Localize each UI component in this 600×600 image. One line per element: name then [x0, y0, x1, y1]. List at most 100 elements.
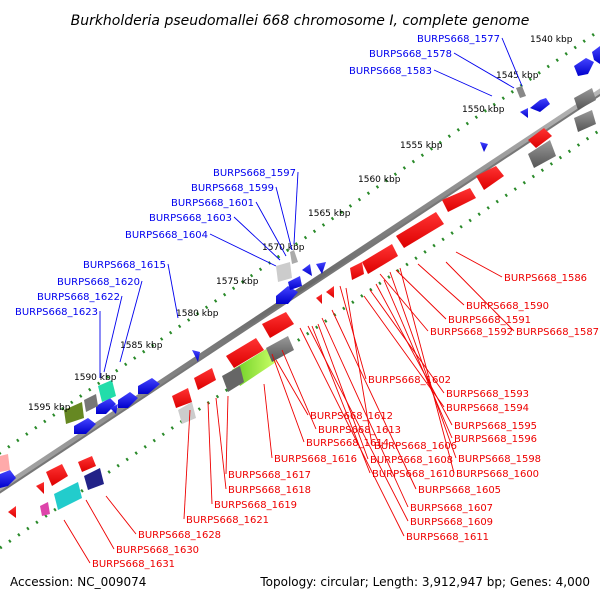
gene-callouts: BURPS668_1577 BURPS668_1578 BURPS668_1583 B… [15, 34, 599, 570]
red-gene-label[interactable]: BURPS668_1607 [410, 503, 493, 514]
blue-gene-label[interactable]: BURPS668_1620 [57, 277, 140, 288]
gene-arrow [288, 276, 302, 290]
blue-gene-label[interactable]: BURPS668_1622 [37, 292, 120, 303]
red-gene-label[interactable]: BURPS668_1618 [228, 485, 311, 496]
red-gene-label[interactable]: BURPS668_1605 [418, 485, 501, 496]
gene-arrow [194, 368, 216, 390]
red-callout-line [63, 519, 91, 564]
gene-block-grey [528, 140, 556, 168]
gene-block-lime [232, 348, 276, 386]
red-gene-label[interactable]: BURPS668_1602 [368, 375, 451, 386]
red-gene-label[interactable]: BURPS668_1616 [274, 454, 357, 465]
red-gene-label[interactable]: BURPS668_1596 [454, 434, 537, 445]
red-gene-label[interactable]: BURPS668_1630 [116, 545, 199, 556]
red-callout-line [275, 359, 309, 416]
blue-gene-label[interactable]: BURPS668_1604 [125, 230, 208, 241]
red-callout-line [307, 325, 409, 522]
red-gene-label[interactable]: BURPS668_1611 [406, 532, 489, 543]
red-callout-line [85, 499, 115, 550]
scale-label: 1595 kbp [28, 403, 71, 413]
blue-gene-label[interactable]: BURPS668_1599 [191, 183, 274, 194]
red-gene-label[interactable]: BURPS668_1610 [372, 469, 455, 480]
red-callout-line [215, 397, 227, 490]
blue-gene-label[interactable]: BURPS668_1577 [417, 34, 500, 45]
red-gene-label[interactable]: BURPS668_1600 [456, 469, 539, 480]
red-gene-label[interactable]: BURPS668_1598 [458, 454, 541, 465]
blue-gene-label[interactable]: BURPS668_1615 [83, 260, 166, 271]
gene-arrow [192, 350, 200, 362]
gene-arrow [528, 128, 552, 148]
blue-gene-label[interactable]: BURPS668_1603 [149, 213, 232, 224]
red-callout-line [395, 269, 447, 320]
scale-label: 1560 kbp [358, 175, 401, 185]
red-callout-line [331, 309, 417, 490]
blue-gene-label[interactable]: BURPS668_1583 [349, 66, 432, 77]
red-callout-line [379, 273, 429, 332]
gene-block-pink [0, 454, 10, 472]
red-gene-label[interactable]: BURPS668_1621 [186, 515, 269, 526]
gene-arrow [476, 166, 504, 190]
red-callout-line [417, 263, 465, 306]
blue-gene-label[interactable]: BURPS668_1623 [15, 307, 98, 318]
chromosome-backbone-shade [0, 93, 600, 494]
gene-block-grey [574, 110, 596, 132]
gene-block-grey [516, 86, 526, 98]
red-gene-label[interactable]: BURPS668_1613 [318, 425, 401, 436]
gene-arrow [46, 464, 68, 486]
red-gene-label[interactable]: BURPS668_1612 [310, 411, 393, 422]
red-callout-line [225, 395, 229, 475]
gene-arrow [530, 98, 550, 112]
gene-arrow [592, 46, 600, 64]
gene-arrow [326, 286, 334, 298]
red-gene-label[interactable]: BURPS668_1628 [138, 530, 221, 541]
gene-arrow [350, 262, 364, 280]
red-callout-line [455, 251, 503, 278]
gene-arrow [74, 418, 96, 434]
blue-callout-line [255, 201, 287, 257]
blue-gene-label[interactable]: BURPS668_1601 [171, 198, 254, 209]
blue-callout-line [453, 52, 515, 89]
red-gene-label[interactable]: BURPS668_1619 [214, 500, 297, 511]
red-gene-label[interactable]: BURPS668_1591 [448, 315, 531, 326]
red-callout-line [399, 267, 455, 474]
blue-gene-label[interactable]: BURPS668_1578 [369, 49, 452, 60]
red-gene-label[interactable]: BURPS668_1608 [370, 455, 453, 466]
forward-strand-genes [0, 46, 600, 488]
red-gene-label[interactable]: BURPS668_1617 [228, 470, 311, 481]
red-callout-line [317, 323, 369, 460]
gene-block-navy [84, 468, 104, 490]
gene-arrow [480, 142, 488, 152]
gene-block-grey [178, 402, 196, 424]
red-callout-line [183, 409, 191, 520]
red-gene-label[interactable]: BURPS668_1594 [446, 403, 529, 414]
gene-arrow [226, 338, 264, 368]
blue-callout-line [119, 280, 143, 363]
red-gene-label[interactable]: BURPS668_1590 [466, 301, 549, 312]
gene-arrow [96, 398, 116, 414]
scale-label: 1540 kbp [530, 35, 573, 45]
red-gene-label[interactable]: BURPS668_1606 [374, 441, 457, 452]
blue-gene-label[interactable]: BURPS668_1597 [213, 168, 296, 179]
blue-callout-line [275, 186, 293, 251]
scale-label: 1590 kbp [74, 373, 117, 383]
accession-label: Accession: NC_009074 [10, 575, 146, 589]
red-gene-label[interactable]: BURPS668_1593 [446, 389, 529, 400]
gene-arrow [362, 244, 398, 274]
red-gene-label[interactable]: BURPS668_1592 [430, 327, 513, 338]
gene-arrow [262, 312, 294, 338]
red-gene-label[interactable]: BURPS668_1631 [92, 559, 175, 570]
gene-block-grey [290, 250, 298, 264]
red-gene-label[interactable]: BURPS668_1586 [504, 273, 587, 284]
red-gene-label[interactable]: BURPS668_1595 [454, 421, 537, 432]
red-gene-label[interactable]: BURPS668_1609 [410, 517, 493, 528]
gene-arrow [520, 108, 528, 118]
red-gene-label[interactable]: BURPS668_1587 [516, 327, 599, 338]
gene-block-grey [84, 394, 98, 412]
red-callout-line [271, 353, 305, 443]
gene-arrow [0, 470, 16, 488]
red-callout-line [299, 327, 405, 537]
blue-callout-line [167, 263, 179, 319]
scale-label: 1550 kbp [462, 105, 505, 115]
red-gene-label[interactable]: BURPS668_1614 [306, 438, 389, 449]
